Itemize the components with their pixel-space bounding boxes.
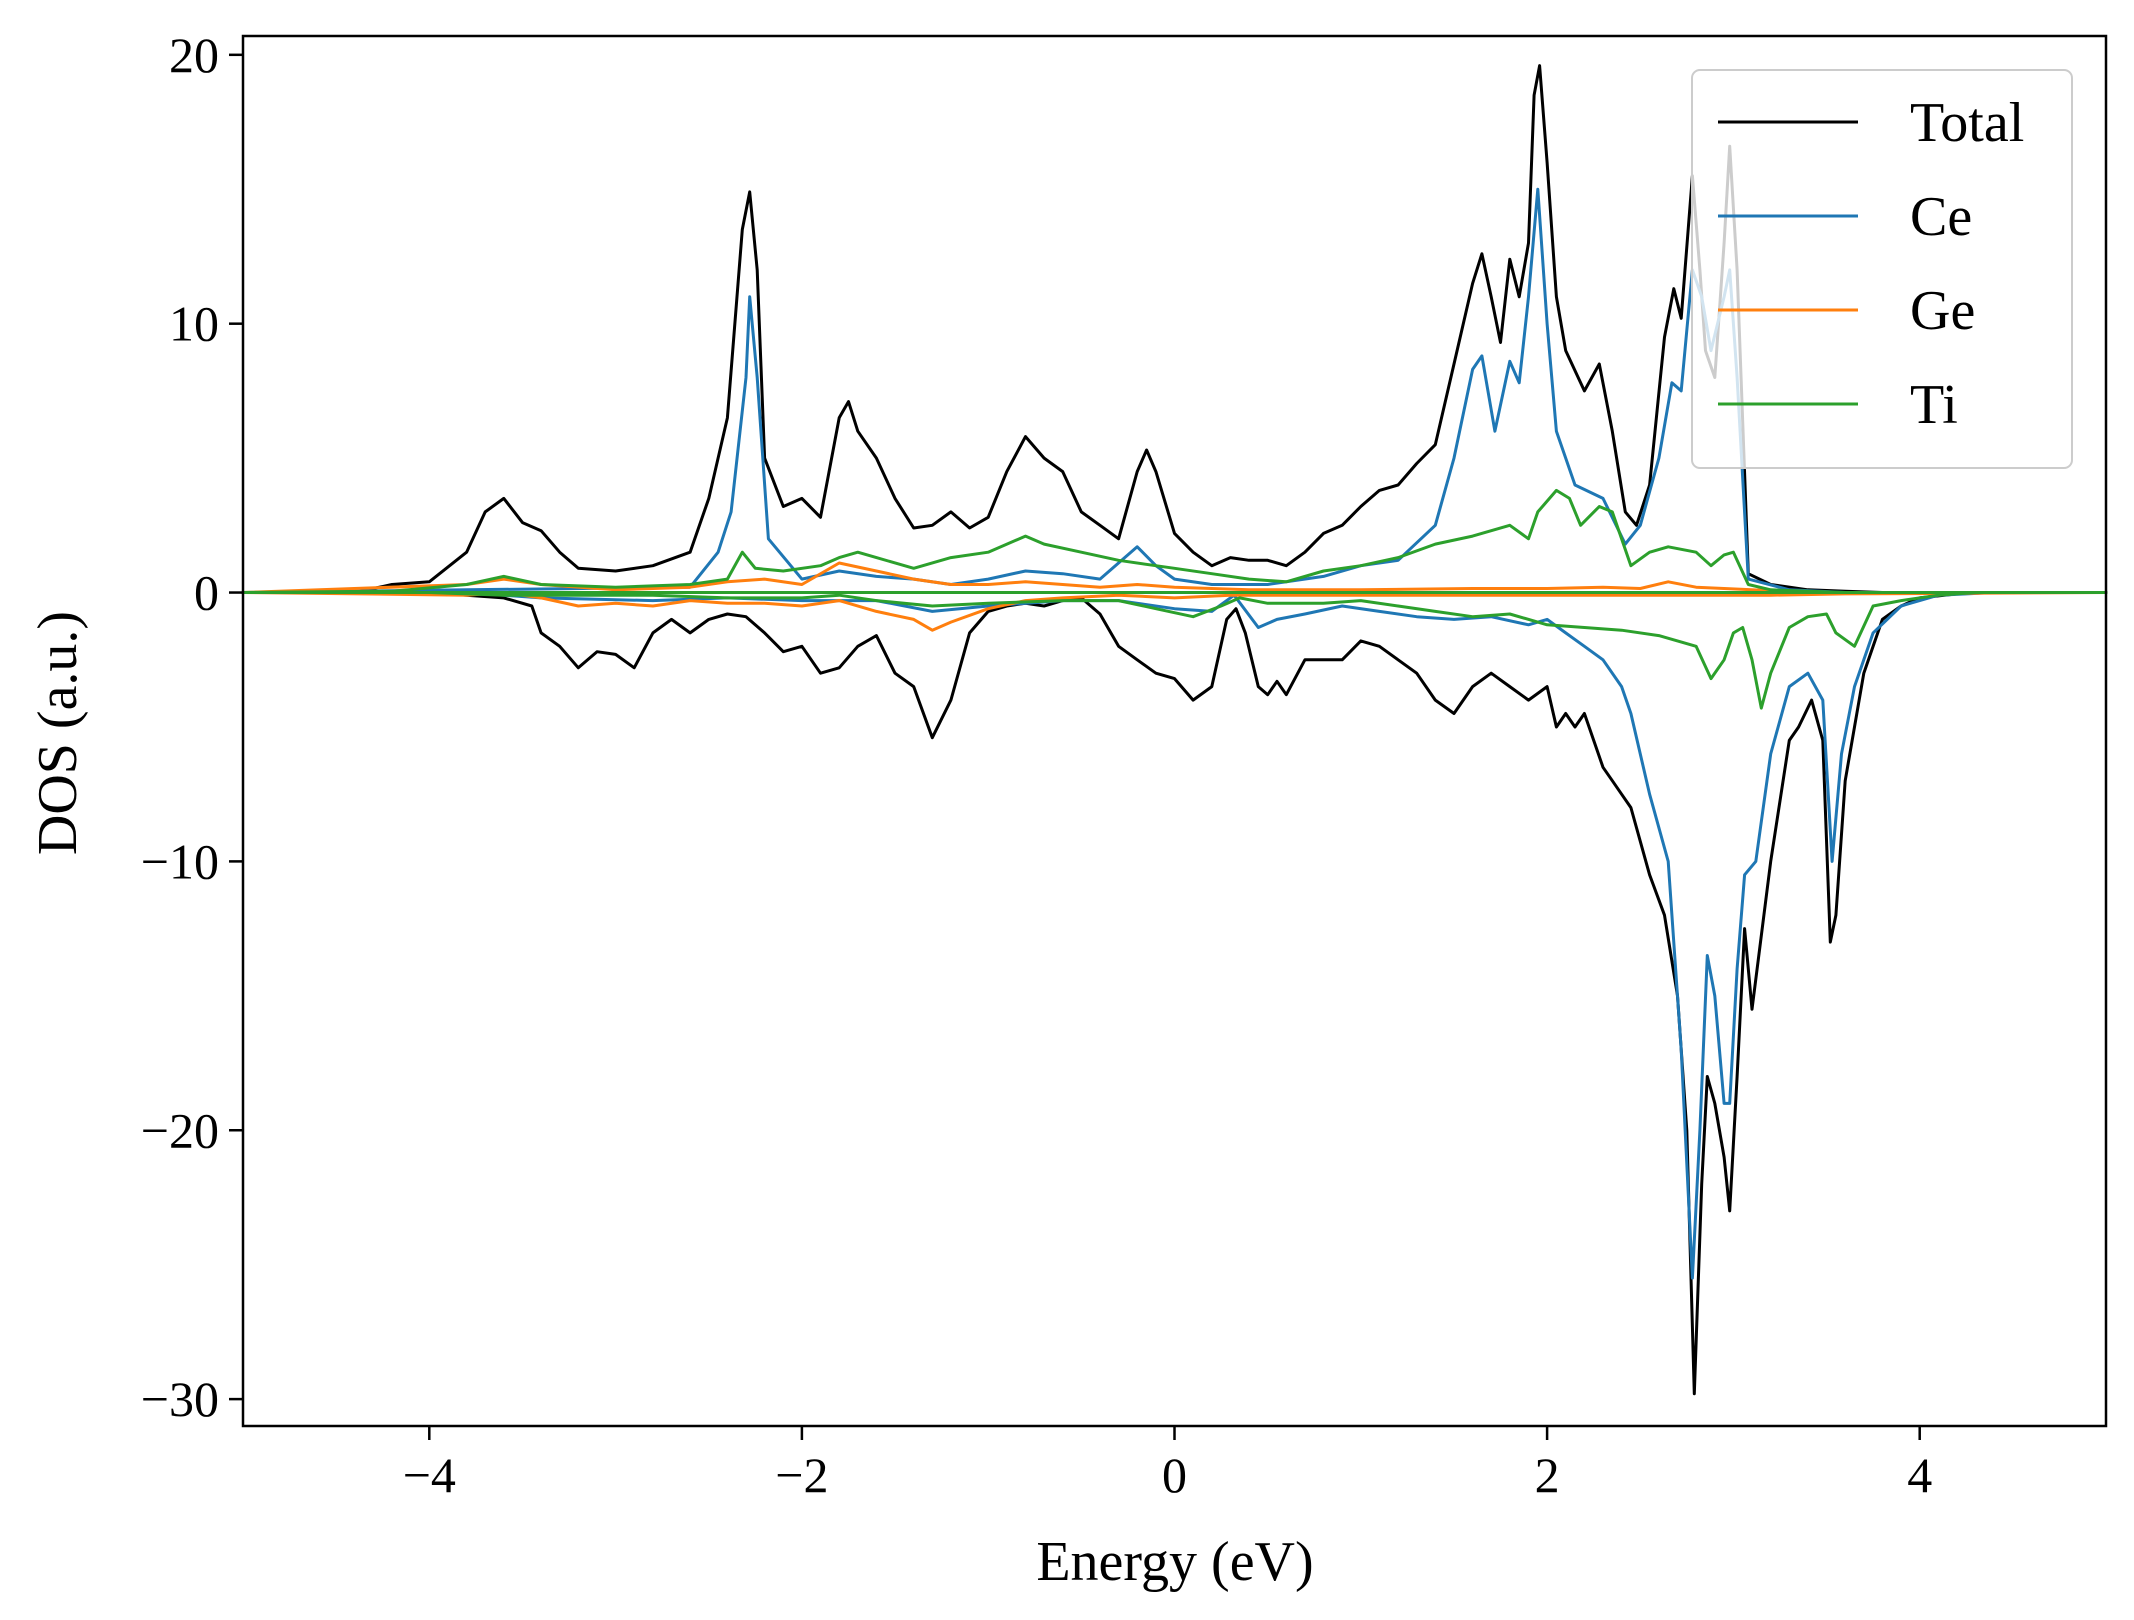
y-axis-label: DOS (a.u.): [27, 611, 89, 855]
x-tick-label: −4: [403, 1447, 456, 1503]
series-line-ti-up: [241, 488, 2108, 594]
legend-label-ti: Ti: [1910, 374, 1958, 436]
y-tick-label: −10: [141, 833, 219, 889]
legend-label-ge: Ge: [1910, 280, 1975, 342]
y-tick-label: 20: [169, 27, 219, 83]
x-tick-label: 4: [1907, 1447, 1932, 1503]
y-axis: 20 10 0 −10 −20 −30: [141, 27, 243, 1427]
series-line-ti-down: [241, 591, 2108, 710]
x-tick-label: −2: [775, 1447, 828, 1503]
x-tick-label: 0: [1162, 1447, 1187, 1503]
series-line-total-up: [241, 64, 2108, 594]
y-tick-label: −20: [141, 1102, 219, 1158]
series-line-total-down: [241, 591, 2108, 1396]
y-tick-label: 0: [194, 565, 219, 621]
legend-label-total: Total: [1910, 92, 2024, 154]
legend-items: Total Ce Ge Ti: [1718, 92, 2024, 436]
legend: Total Ce Ge Ti: [1691, 69, 2073, 469]
legend-box: [1691, 69, 2073, 469]
y-tick-label: −30: [141, 1371, 219, 1427]
legend-label-ce: Ce: [1910, 186, 1972, 248]
series-layer: [241, 64, 2108, 1396]
series-line-ge-down: [241, 591, 2108, 632]
series-line-ge-up: [241, 561, 2108, 594]
x-axis: −4 −2 0 2 4: [403, 1426, 1932, 1503]
x-axis-label: Energy (eV): [1036, 1531, 1313, 1593]
x-tick-label: 2: [1535, 1447, 1560, 1503]
y-tick-label: 10: [169, 296, 219, 352]
